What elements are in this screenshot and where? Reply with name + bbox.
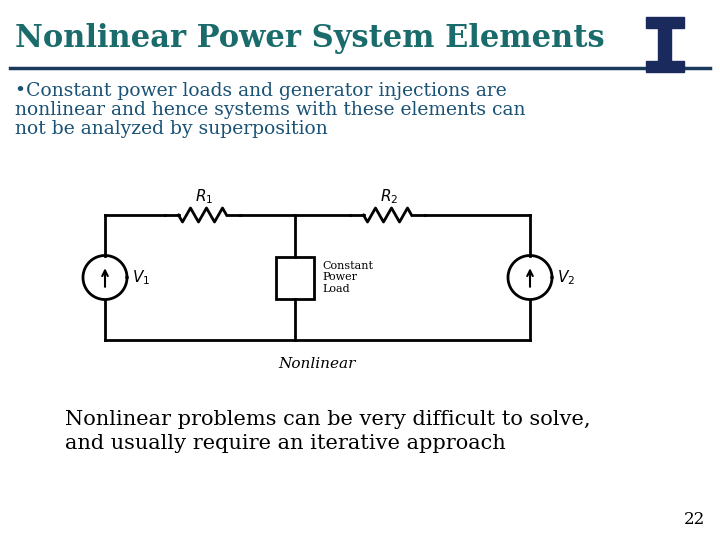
Text: and usually require an iterative approach: and usually require an iterative approac…: [65, 434, 505, 453]
Bar: [276, 256, 314, 299]
Text: not be analyzed by superposition: not be analyzed by superposition: [15, 120, 328, 138]
Text: $V_2$: $V_2$: [557, 268, 575, 287]
Text: $R_2$: $R_2$: [380, 187, 399, 206]
Text: Nonlinear Power System Elements: Nonlinear Power System Elements: [15, 23, 605, 53]
Text: Nonlinear: Nonlinear: [279, 357, 356, 371]
Text: $V_1$: $V_1$: [132, 268, 150, 287]
Bar: [658, 28, 671, 62]
Text: •Constant power loads and generator injections are: •Constant power loads and generator inje…: [15, 82, 507, 100]
Bar: [646, 17, 684, 28]
Text: Constant
Power
Load: Constant Power Load: [322, 261, 373, 294]
Text: nonlinear and hence systems with these elements can: nonlinear and hence systems with these e…: [15, 101, 526, 119]
Bar: [646, 62, 684, 72]
Text: Nonlinear problems can be very difficult to solve,: Nonlinear problems can be very difficult…: [65, 410, 590, 429]
Text: 22: 22: [684, 511, 705, 528]
Text: $R_1$: $R_1$: [195, 187, 214, 206]
